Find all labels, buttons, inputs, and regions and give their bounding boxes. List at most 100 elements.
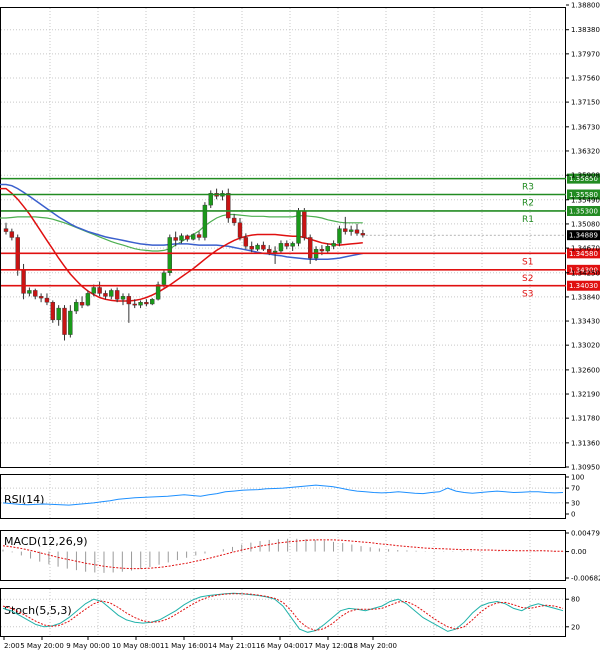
candle-bullish [325, 246, 330, 252]
price-tick-label: 1.34250 [571, 269, 600, 277]
price-tick-label: 1.37970 [571, 50, 600, 58]
macd-panel: MACD(12,26,9) 0.004791 0.00 -0.006827 [2, 530, 600, 583]
stoch-title: Stoch(5,5,3) [4, 604, 72, 617]
price-tick-label: 1.31360 [571, 439, 600, 447]
price-tick-label: 1.34670 [571, 245, 600, 253]
candle-bullish [337, 228, 342, 244]
stoch-tick-label: 80 [571, 596, 580, 604]
stoch-tick-label: 20 [571, 623, 580, 631]
resistance-level-name: R1 [522, 215, 534, 225]
resistance-level-box [567, 173, 600, 184]
candle-bullish [255, 244, 260, 250]
candle-bullish [167, 237, 173, 273]
price-tick-label: 1.31780 [571, 415, 600, 423]
candle-bearish [173, 237, 178, 241]
candle-bearish [231, 217, 237, 223]
pivot-levels: 1.35850 R3 1.35580 R2 1.35300 R1 1.34580 S1 1.34… [1, 173, 600, 300]
candle-bullish [290, 243, 295, 247]
candle-bearish [308, 237, 313, 259]
candle-bearish [9, 231, 15, 238]
time-tick-label: 10 May 08:00 [112, 642, 160, 650]
price-frame [0, 7, 566, 468]
candle-bearish [33, 290, 38, 297]
candle-bullish [331, 243, 336, 247]
candle-bullish [208, 193, 213, 206]
price-tick-label: 1.30950 [571, 464, 600, 472]
rsi-tick-label: 70 [571, 485, 580, 493]
macd-title: MACD(12,26,9) [4, 535, 88, 548]
candle-bullish [179, 235, 184, 241]
price-tick-label: 1.33430 [571, 318, 600, 326]
time-tick-label: 16 May 04:00 [256, 642, 304, 650]
macd-tick-label: 0.004791 [571, 530, 600, 538]
candle-bearish [21, 269, 26, 294]
resistance-level-value: 1.35300 [569, 207, 598, 215]
price-tick-label: 1.33020 [571, 342, 600, 350]
candle-bearish [144, 302, 149, 305]
stoch-k-path [2, 592, 564, 633]
price-tick-label: 1.36730 [571, 123, 600, 131]
ma-blue-line [0, 183, 363, 260]
candle-bullish [68, 310, 73, 335]
rsi-title: RSI(14) [4, 493, 44, 506]
time-tick-label: 2:00 [4, 642, 20, 650]
price-tick-label: 1.36320 [571, 147, 600, 155]
candle-bearish [302, 210, 307, 238]
resistance-level-value: 1.35580 [569, 191, 598, 199]
panel-frames [0, 7, 566, 637]
candle-bullish [150, 299, 155, 305]
candle-bearish [3, 228, 9, 232]
candle-bullish [296, 210, 301, 244]
candle-bearish [261, 244, 266, 250]
price-tick-label: 1.35080 [571, 220, 600, 228]
macd-signal-path [2, 539, 563, 570]
stoch-d-path [2, 593, 564, 632]
current-price-box [567, 230, 600, 241]
candle-bullish [109, 290, 114, 297]
time-tick-label: 9 May 00:00 [66, 642, 110, 650]
price-axis: 1.38800 1.38380 1.37970 1.37560 1.37150 1.367… [566, 2, 600, 472]
candle-bearish [237, 222, 243, 238]
candle-bearish [114, 290, 120, 300]
rsi-tick-label: 0 [571, 511, 575, 519]
candle-bullish [161, 272, 167, 285]
stoch-lines [2, 592, 564, 633]
time-tick-label: 5 May 20:00 [20, 642, 64, 650]
candle-bullish [56, 307, 61, 321]
time-tick-label: 14 May 21:01 [208, 642, 256, 650]
candle-bearish [132, 303, 137, 306]
candle-bearish [44, 297, 50, 303]
candle-bearish [50, 302, 55, 321]
support-level-value: 1.34580 [569, 250, 598, 258]
candle-bearish [38, 296, 44, 299]
candle-bullish [155, 284, 161, 300]
support-level-name: S2 [522, 274, 533, 284]
candle-bullish [85, 293, 91, 306]
price-tick-label: 1.35908 [571, 172, 600, 180]
candle-bullish [348, 229, 354, 232]
rsi-line [2, 484, 564, 506]
candle-bearish [249, 246, 254, 250]
candle-bullish [91, 287, 96, 294]
price-tick-label: 1.32600 [571, 366, 600, 374]
candle-bullish [278, 243, 284, 252]
candle-bearish [354, 229, 360, 234]
rsi-panel: RSI(14) 100 70 30 0 [2, 474, 584, 519]
price-tick-label: 1.38800 [571, 2, 600, 10]
stoch-panel: Stoch(5,5,3) 80 20 [2, 592, 580, 633]
candle-bullish [138, 302, 143, 306]
resistance-level-value: 1.35850 [569, 175, 598, 183]
price-panel: 1.35850 R3 1.35580 R2 1.35300 R1 1.34580 S1 1.34… [0, 2, 600, 472]
candle-bearish [243, 237, 249, 247]
resistance-level-name: R2 [522, 199, 534, 209]
support-level-value: 1.34300 [569, 266, 598, 274]
price-tick-label: 1.35490 [571, 196, 600, 204]
macd-axis: 0.004791 0.00 -0.006827 [566, 530, 600, 583]
support-level-name: S1 [522, 257, 533, 267]
candle-bullish [202, 204, 208, 238]
price-tick-label: 1.38380 [571, 26, 600, 34]
rsi-tick-label: 30 [571, 499, 580, 507]
resistance-level-box [567, 189, 600, 200]
